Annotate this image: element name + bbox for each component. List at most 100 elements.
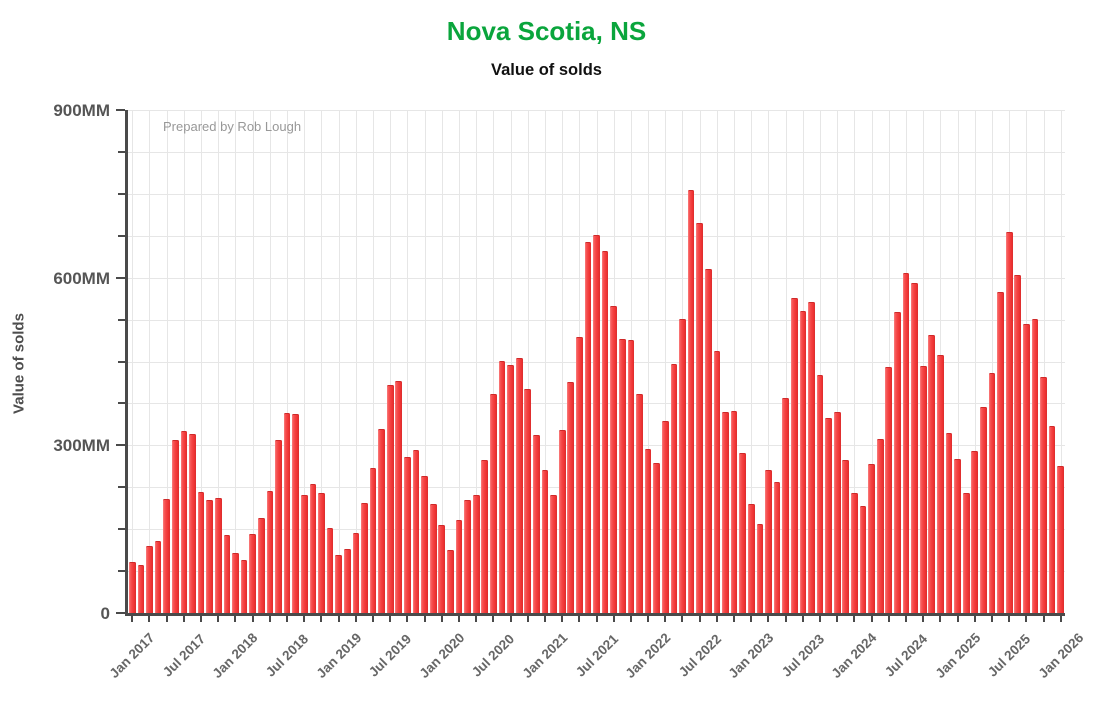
bar[interactable] [790,298,798,613]
bar[interactable] [911,283,918,613]
bar[interactable] [730,411,738,613]
bar[interactable] [937,355,944,613]
bar[interactable] [429,504,437,613]
bar[interactable] [249,534,257,613]
bar[interactable] [627,340,635,613]
bar[interactable] [283,413,291,613]
bar[interactable] [765,470,772,613]
bar[interactable] [498,361,506,613]
bar[interactable] [189,434,196,613]
bar[interactable] [885,367,893,613]
bar[interactable] [146,546,153,613]
bar[interactable] [773,482,781,613]
bar[interactable] [756,524,764,613]
bar[interactable] [1023,324,1030,613]
bar[interactable] [438,525,446,613]
bar[interactable] [670,364,678,613]
bar[interactable] [129,562,136,613]
bar[interactable] [507,365,514,613]
bar[interactable] [137,565,145,613]
bar[interactable] [661,421,669,613]
bar[interactable] [240,560,248,613]
bar[interactable] [610,306,618,613]
bar[interactable] [876,439,884,613]
bar[interactable] [275,440,282,613]
bar[interactable] [980,407,987,613]
bar[interactable] [739,453,747,613]
bar[interactable] [464,500,471,613]
bar[interactable] [997,292,1004,613]
bar[interactable] [687,190,695,613]
bar[interactable] [343,549,351,613]
bar[interactable] [447,550,454,613]
bar[interactable] [515,358,523,613]
bar[interactable] [808,302,815,613]
bar[interactable] [618,339,626,613]
bar[interactable] [644,449,652,613]
bar[interactable] [799,311,807,613]
bar[interactable] [1040,377,1047,613]
bar[interactable] [326,528,334,613]
bar[interactable] [928,335,936,613]
bar[interactable] [214,498,222,613]
bar[interactable] [859,506,867,613]
bar[interactable] [902,273,910,613]
bar[interactable] [584,242,592,613]
bar[interactable] [524,389,532,613]
bar[interactable] [232,553,239,613]
bar[interactable] [1031,319,1039,613]
bar[interactable] [894,312,901,613]
bar[interactable] [335,555,342,613]
bar[interactable] [713,351,721,613]
bar[interactable] [361,503,368,613]
bar[interactable] [266,491,274,613]
bar[interactable] [593,235,600,613]
bar[interactable] [386,385,394,613]
bar[interactable] [851,493,858,613]
bar[interactable] [352,533,360,613]
bar[interactable] [197,492,205,613]
bar[interactable] [1057,466,1065,613]
bar[interactable] [722,412,729,613]
bar[interactable] [653,463,661,613]
bar[interactable] [257,518,265,613]
bar[interactable] [550,495,557,613]
bar[interactable] [558,430,566,613]
bar[interactable] [833,412,841,613]
bar[interactable] [180,431,188,613]
bar[interactable] [636,394,643,613]
bar[interactable] [318,493,325,613]
bar[interactable] [825,418,832,613]
bar[interactable] [395,381,403,613]
bar[interactable] [378,429,385,613]
bar[interactable] [206,500,214,613]
bar[interactable] [481,460,489,613]
bar[interactable] [567,382,575,613]
bar[interactable] [576,337,583,613]
bar[interactable] [369,468,377,613]
bar[interactable] [747,504,755,613]
bar[interactable] [704,269,712,613]
bar[interactable] [971,451,979,613]
bar[interactable] [541,470,549,613]
bar[interactable] [309,484,317,613]
bar[interactable] [1048,426,1056,613]
bar[interactable] [533,435,540,613]
bar[interactable] [1014,275,1022,613]
bar[interactable] [223,535,231,613]
bar[interactable] [679,319,686,613]
bar[interactable] [945,433,953,613]
bar[interactable] [782,398,789,613]
bar[interactable] [816,375,824,613]
bar[interactable] [868,464,875,613]
bar[interactable] [962,493,970,613]
bar[interactable] [1005,232,1013,613]
bar[interactable] [919,366,927,613]
bar[interactable] [421,476,428,613]
bar[interactable] [154,541,162,613]
bar[interactable] [455,520,463,613]
bar[interactable] [404,457,411,613]
bar[interactable] [954,459,961,613]
bar[interactable] [842,460,850,613]
bar[interactable] [696,223,704,613]
